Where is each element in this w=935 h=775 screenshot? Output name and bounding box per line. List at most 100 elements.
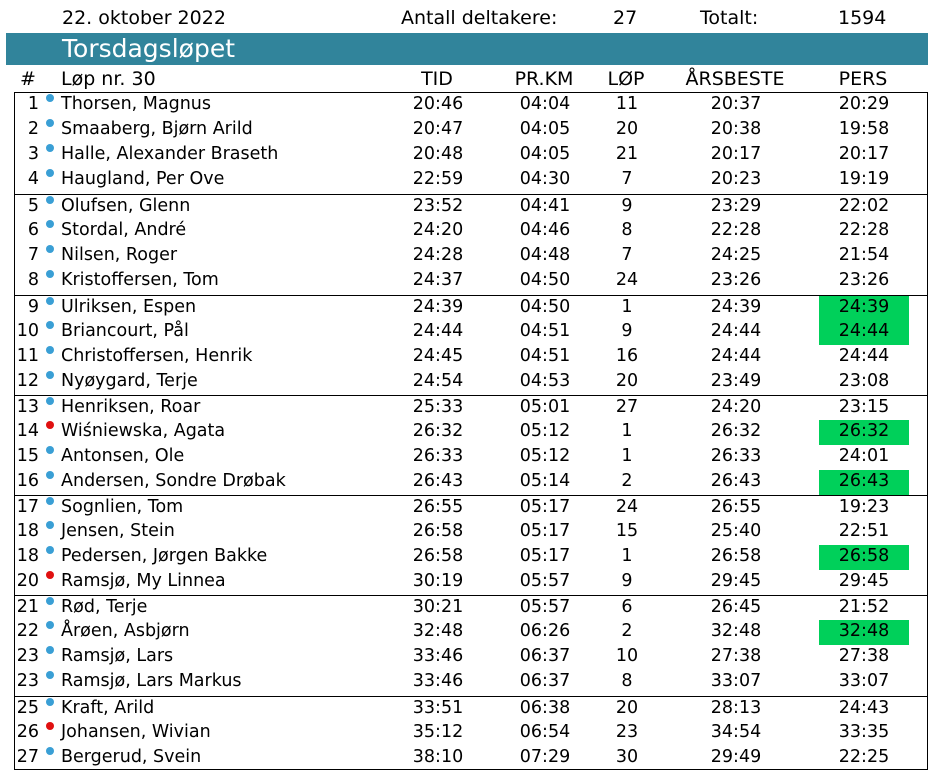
row-number: 15 [16,446,39,466]
pace-per-km: 04:50 [519,270,571,290]
row-number: 20 [16,571,39,591]
male-dot-icon [46,747,54,755]
male-dot-icon [46,321,54,329]
row-number: 8 [27,270,39,290]
personal-best: 24:43 [838,698,890,718]
row-number: 12 [16,371,39,391]
col-tid: TID [421,68,453,90]
personal-best: 20:17 [838,144,890,164]
time: 26:32 [412,421,464,441]
pace-per-km: 04:50 [519,297,571,317]
season-best: 20:17 [710,144,762,164]
total-count: 1594 [838,7,887,29]
male-dot-icon [46,497,54,505]
season-best: 26:45 [710,597,762,617]
summary-line: 22. oktober 2022 Antall deltakere: 27 To… [0,4,935,34]
female-dot-icon [46,421,54,429]
male-dot-icon [46,546,54,554]
table-row: 23 Ramsjø, Lars 33:46 06:37 10 27:38 27:38 [15,645,927,670]
male-dot-icon [46,270,54,278]
personal-best: 21:54 [838,245,890,265]
season-best: 24:39 [710,297,762,317]
time: 20:46 [412,94,464,114]
male-dot-icon [46,397,54,405]
time: 30:21 [412,597,464,617]
table-row: 6 Stordal, André 24:20 04:46 8 22:28 22:28 [15,219,927,244]
season-best: 26:58 [710,546,762,566]
runner-name: Antonsen, Ole [61,446,185,466]
pers-highlight [819,420,909,445]
time: 24:44 [412,321,464,341]
time: 24:45 [412,346,464,366]
race-count: 7 [621,245,633,265]
participants-count: 27 [613,7,638,29]
table-row: 25 Kraft, Arild 33:51 06:38 20 28:13 24:43 [15,696,927,722]
col-prkm: PR.KM [514,68,574,90]
row-number: 18 [16,546,39,566]
pace-per-km: 05:17 [519,521,571,541]
male-dot-icon [46,297,54,305]
time: 24:37 [412,270,464,290]
pace-per-km: 04:30 [519,169,571,189]
season-best: 23:26 [710,270,762,290]
pace-per-km: 06:38 [519,698,571,718]
table-row: 2 Smaaberg, Bjørn Arild 20:47 04:05 20 20:38 1… [15,118,927,143]
table-row: 4 Haugland, Per Ove 22:59 04:30 7 20:23 19:19 [15,168,927,193]
season-best: 29:49 [710,747,762,767]
personal-best: 29:45 [838,571,890,591]
season-best: 29:45 [710,571,762,591]
race-count: 30 [615,747,639,767]
row-number: 9 [27,297,39,317]
race-count: 6 [621,597,633,617]
table-row: 12 Nyøygard, Terje 24:54 04:53 20 23:49 23:08 [15,370,927,395]
race-count: 11 [615,94,639,114]
time: 26:58 [412,546,464,566]
table-row: 13 Henriksen, Roar 25:33 05:01 27 24:20 23:15 [15,395,927,421]
row-number: 13 [16,397,39,417]
table-row: 3 Halle, Alexander Braseth 20:48 04:05 21 20:… [15,143,927,168]
personal-best: 24:44 [838,321,890,341]
race-count: 2 [621,621,633,641]
time: 38:10 [412,747,464,767]
pace-per-km: 05:17 [519,497,571,517]
time: 20:48 [412,144,464,164]
row-number: 5 [27,196,39,216]
col-num: # [20,68,36,90]
table-row: 18 Pedersen, Jørgen Bakke 26:58 05:17 1 26:58… [15,545,927,570]
race-count: 24 [615,270,639,290]
male-dot-icon [46,346,54,354]
season-best: 27:38 [710,646,762,666]
season-best: 26:55 [710,497,762,517]
male-dot-icon [46,597,54,605]
season-best: 24:20 [710,397,762,417]
personal-best: 24:44 [838,346,890,366]
personal-best: 20:29 [838,94,890,114]
pers-highlight [819,620,909,645]
season-best: 22:28 [710,220,762,240]
pace-per-km: 04:51 [519,346,571,366]
table-row: 22 Årøen, Asbjørn 32:48 06:26 2 32:48 32:48 [15,620,927,645]
race-count: 15 [615,521,639,541]
race-count: 23 [615,722,639,742]
table-row: 17 Sognlien, Tom 26:55 05:17 24 26:55 19:23 [15,495,927,521]
runner-name: Johansen, Wivian [61,722,211,742]
season-best: 33:07 [710,671,762,691]
table-row: 8 Kristoffersen, Tom 24:37 04:50 24 23:26 23:2… [15,269,927,294]
pace-per-km: 04:04 [519,94,571,114]
row-number: 6 [27,220,39,240]
row-number: 2 [27,119,39,139]
race-count: 9 [621,321,633,341]
row-number: 11 [16,346,39,366]
race-count: 9 [621,196,633,216]
season-best: 24:44 [710,346,762,366]
runner-name: Bergerud, Svein [61,747,202,767]
season-best: 23:49 [710,371,762,391]
female-dot-icon [46,722,54,730]
table-row: 1 Thorsen, Magnus 20:46 04:04 11 20:37 20:29 [15,93,927,118]
runner-name: Nyøygard, Terje [61,371,198,391]
race-count: 7 [621,169,633,189]
race-count: 8 [621,220,633,240]
row-number: 16 [16,471,39,491]
personal-best: 26:32 [838,421,890,441]
race-count: 20 [615,698,639,718]
